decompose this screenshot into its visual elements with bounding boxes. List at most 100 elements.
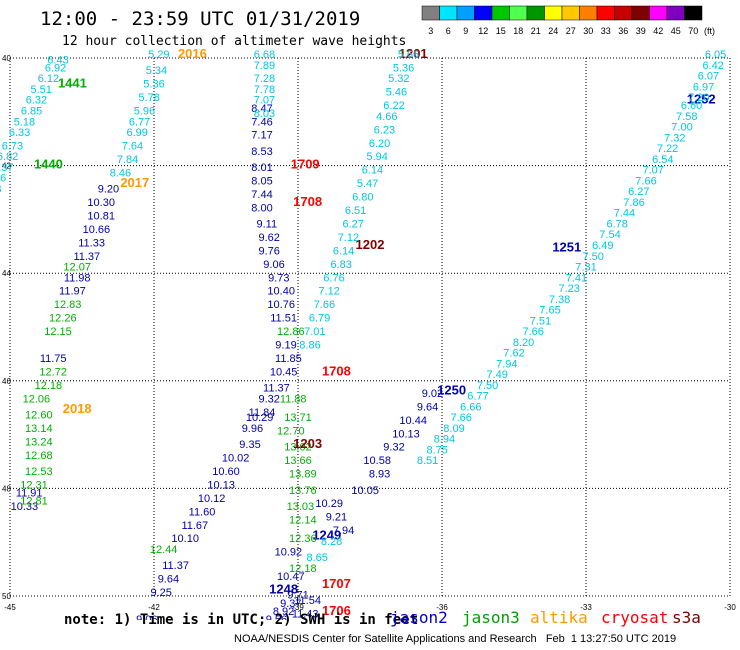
wave-height-value: 7.22	[657, 143, 678, 155]
wave-height-value: 9.32	[383, 442, 404, 454]
wave-height-value: 8.93	[369, 469, 390, 481]
wave-height-value: 6.22	[383, 100, 404, 112]
wave-height-value: 9.20	[98, 184, 119, 196]
wave-height-value: 10.47	[277, 571, 305, 583]
wave-height-value: 12.18	[35, 380, 63, 392]
page-subtitle: 12 hour collection of altimeter wave hei…	[62, 34, 407, 49]
wave-height-value: 6.42	[702, 60, 723, 72]
y-tick-label: 42	[2, 162, 11, 171]
wave-height-value: 6.49	[592, 240, 613, 252]
pass-label: 1440	[34, 156, 63, 171]
wave-height-value: 6.33	[9, 127, 30, 139]
wave-height-value: 4.66	[376, 111, 397, 123]
wave-height-value: 7.51	[530, 315, 551, 327]
wave-height-value: 7.62	[503, 348, 524, 360]
wave-height-value: 11.85	[275, 353, 302, 365]
y-tick-label: 48	[2, 484, 11, 493]
wave-height-value: 11.37	[162, 560, 189, 572]
pass-label: 1248	[269, 581, 298, 596]
satellite-legend-item: cryosat	[601, 608, 669, 627]
wave-height-value: 11.54	[294, 595, 321, 607]
wave-height-value: 6.68	[254, 49, 275, 61]
wave-height-value: 7.66	[522, 326, 543, 338]
wave-height-value: 9.21	[326, 512, 347, 524]
wave-height-value: 5.51	[30, 84, 51, 96]
wave-height-value: 9.35	[239, 439, 260, 451]
wave-height-value: 12.31	[20, 479, 48, 491]
wave-height-value: 12.14	[289, 514, 317, 526]
wave-height-value: 10.76	[267, 299, 295, 311]
wave-height-value: 6.32	[26, 95, 47, 107]
wave-height-value: 5.96	[134, 105, 155, 117]
pass-label: 1441	[58, 76, 87, 91]
wave-height-value: 8.92	[273, 606, 294, 618]
page-title: 12:00 - 23:59 UTC 01/31/2019	[40, 8, 361, 30]
wave-height-value: 8.28	[321, 536, 342, 548]
wave-height-value: 7.58	[676, 111, 697, 123]
wave-height-value: 5.78	[138, 92, 159, 104]
legend-label: 30	[583, 26, 593, 36]
wave-height-value: 11.97	[59, 286, 86, 298]
series-altika: 2016 2017 2018	[63, 46, 207, 416]
wave-height-value: 7.23	[558, 283, 579, 295]
satellite-legend-item: s3a	[672, 608, 701, 627]
wave-height-value: 10.13	[207, 479, 235, 491]
wave-height-value: 7.94	[333, 525, 354, 537]
wave-height-value: 13.66	[284, 455, 312, 467]
wave-height-value: 9.96	[242, 423, 263, 435]
y-tick-label: 40	[2, 54, 11, 63]
legend-unit: (ft)	[704, 26, 715, 36]
wave-height-value: 6.27	[628, 186, 649, 198]
wave-height-value: 6.54	[652, 154, 673, 166]
wave-height-value: 8.53	[251, 146, 272, 158]
wave-height-value: 8.46	[110, 167, 131, 179]
wave-height-value: 5.94	[366, 151, 387, 163]
wave-height-value: 7.37	[0, 162, 14, 174]
wave-height-value: 12.44	[150, 544, 178, 556]
wave-height-value: 5.36	[143, 79, 164, 91]
legend-label: 6	[446, 26, 451, 36]
wave-height-value: 7.20	[688, 92, 709, 104]
wave-height-value: 11.51	[270, 313, 297, 325]
wave-height-value: 10.66	[83, 224, 111, 236]
wave-height-value: 6.23	[374, 124, 395, 136]
pass-label: 2018	[63, 401, 92, 416]
wave-height-value: 8.05	[251, 175, 272, 187]
wave-height-value: 6.76	[323, 272, 344, 284]
series-jason2: 9.2010.3010.8110.6611.3311.3711.9811.971…	[11, 92, 716, 620]
x-tick-label: -30	[724, 603, 736, 612]
wave-height-value: 7.86	[623, 197, 644, 209]
wave-height-value: 13.71	[284, 412, 312, 424]
wave-height-value: 13.14	[25, 423, 53, 435]
wave-height-value: 6.82	[0, 151, 18, 163]
satellite-legend-item: jason2	[390, 608, 448, 627]
wave-height-value: 5.18	[14, 116, 35, 128]
wave-height-value: 7.01	[304, 326, 325, 338]
pass-label: 1250	[437, 382, 466, 397]
wave-height-value: 9.32	[258, 393, 279, 405]
note-text: note: 1) Time is in UTC; 2) SWH is in fe…	[64, 612, 419, 628]
legend-label: 3	[428, 26, 433, 36]
wave-height-value: 10.30	[87, 197, 115, 209]
wave-height-value: 8.65	[306, 552, 327, 564]
x-tick-label: -36	[436, 603, 448, 612]
wave-height-value: 7.65	[539, 305, 560, 317]
wave-height-value: 6.83	[330, 259, 351, 271]
wave-height-value: 7.07	[254, 95, 275, 107]
legend-label: 9	[463, 26, 468, 36]
wave-height-value: 12.83	[54, 299, 82, 311]
wave-height-value: 11.43	[292, 609, 319, 620]
wave-height-value: 10.92	[275, 547, 303, 559]
wave-height-value: 7.84	[117, 154, 138, 166]
legend-label: 18	[513, 26, 523, 36]
wave-height-value: 10.12	[198, 493, 226, 505]
wave-height-value: 8.75	[426, 444, 447, 456]
wave-height-value: 9.76	[258, 245, 279, 257]
wave-height-value: 12.60	[25, 409, 53, 421]
satellite-legend-item: jason3	[462, 608, 520, 627]
wave-height-value: 13.02	[284, 442, 312, 454]
wave-height-value: 6.85	[21, 105, 42, 117]
wave-height-value: 8.94	[434, 434, 455, 446]
wave-height-value: 11.60	[189, 506, 216, 518]
wave-height-value: 9.56	[266, 614, 287, 620]
